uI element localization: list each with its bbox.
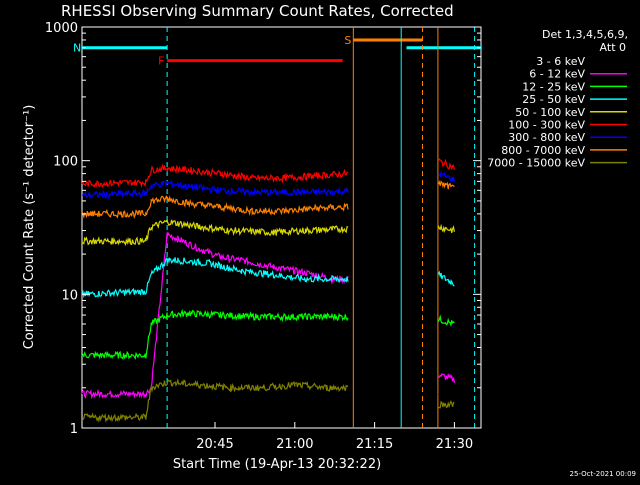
series-7-segment-0 (81, 195, 349, 220)
series-0-segment-0 (81, 237, 349, 398)
series-5-segment-0 (81, 163, 349, 188)
timestamp: 25-Oct-2021 00:09 (570, 470, 636, 478)
series-1-segment-0 (81, 231, 349, 400)
y-tick-label-2: 100 (53, 155, 78, 170)
x-axis-ticks: 20:45 21:00 21:15 21:30 (196, 422, 473, 452)
series-6-segment-1 (437, 170, 455, 183)
flag-letter-n: N (73, 42, 81, 55)
y-tick-label-1: 10 (61, 288, 78, 303)
x-tick-label-3: 21:30 (436, 437, 473, 452)
series-6 (81, 170, 455, 200)
plot-frame (81, 26, 482, 429)
flag-letter-f: F (158, 55, 164, 68)
x-tick-label-0: 20:45 (196, 437, 233, 452)
series-1 (81, 231, 455, 400)
series-7-segment-1 (437, 179, 455, 190)
series-8-segment-0 (81, 377, 349, 423)
legend-label-0: 3 - 6 keV (536, 55, 585, 68)
y-tick-label-3: 1000 (45, 21, 78, 36)
series-4-segment-1 (437, 223, 455, 234)
legend-label-1: 6 - 12 keV (529, 68, 585, 81)
y-axis-label: Corrected Count Rate (s⁻¹ detector⁻¹) (22, 105, 37, 350)
flag-letter-s: S (344, 34, 351, 47)
x-tick-label-1: 21:00 (276, 437, 313, 452)
legend-label-5: 100 - 300 keV (508, 119, 585, 132)
series-5-segment-1 (437, 158, 455, 171)
series-3-segment-1 (437, 270, 455, 287)
series-7 (81, 179, 455, 220)
y-tick-label-0: 1 (70, 422, 78, 437)
series-0 (81, 237, 455, 404)
chart-title: RHESSI Observing Summary Count Rates, Co… (61, 2, 454, 20)
series-2-segment-1 (437, 314, 455, 328)
y-axis-ticks: 1 10 100 1000 (45, 21, 481, 437)
series-8-segment-1 (438, 400, 455, 409)
series-3-segment-0 (81, 256, 349, 299)
legend-header-line-2: Att 0 (600, 41, 626, 54)
legend-label-8: 7000 - 15000 keV (487, 157, 585, 170)
series-5 (81, 158, 455, 188)
legend-label-3: 25 - 50 keV (522, 93, 585, 106)
series-3 (81, 256, 455, 299)
legend-label-4: 50 - 100 keV (515, 106, 585, 119)
flag-bars: N F S (73, 34, 481, 68)
series-1-segment-1 (438, 372, 455, 383)
legend-label-7: 800 - 7000 keV (501, 144, 585, 157)
series-2 (81, 308, 455, 361)
series-lines (81, 158, 455, 423)
x-tick-label-2: 21:15 (356, 437, 393, 452)
vertical-markers (166, 27, 476, 428)
x-axis-label: Start Time (19-Apr-13 20:32:22) (173, 457, 381, 472)
series-4 (81, 219, 455, 247)
series-8 (81, 377, 455, 423)
series-6-segment-0 (81, 180, 349, 200)
legend-header-line-1: Det 1,3,4,5,6,9, (542, 28, 628, 41)
legend-label-6: 300 - 800 keV (508, 131, 585, 144)
series-4-segment-0 (81, 219, 349, 247)
series-2-segment-0 (81, 308, 349, 361)
legend-label-2: 12 - 25 keV (522, 80, 585, 93)
